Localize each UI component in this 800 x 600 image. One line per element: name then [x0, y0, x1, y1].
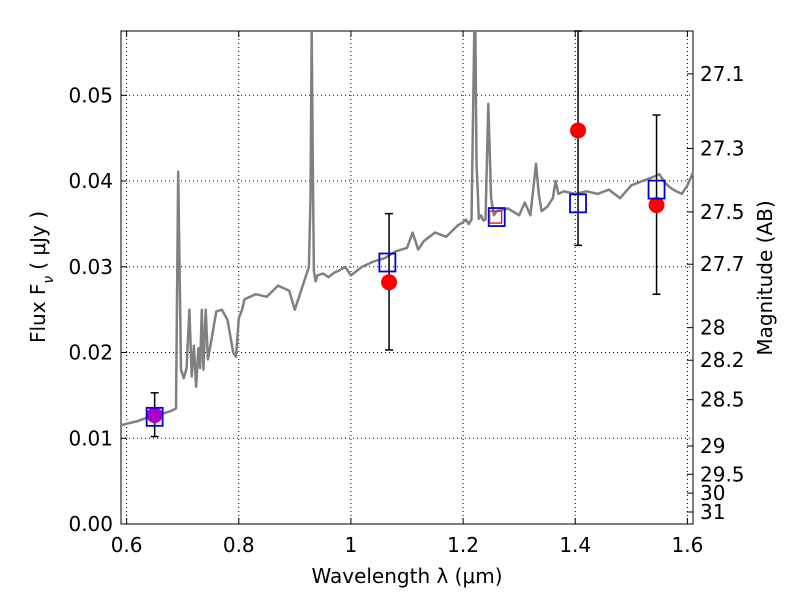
x-tick-label: 0.6: [111, 533, 143, 557]
magnitude-tick-label: 28: [700, 316, 725, 340]
x-axis-ticks: 0.6 0.8 1 1.2 1.4 1.6: [111, 31, 703, 557]
svg-text:Magnitude (AB): Magnitude (AB): [753, 200, 777, 355]
x-tick-label: 0.8: [223, 533, 255, 557]
y-tick-label: 0.05: [68, 83, 113, 107]
y2-axis-title: Magnitude (AB): [753, 200, 777, 355]
magnitude-tick-label: 28.5: [700, 388, 745, 412]
magnitude-tick-label: 27.1: [700, 62, 745, 86]
y-axis-title-main: Flux F: [26, 284, 50, 343]
svg-text:Flux Fν( μJy ): Flux Fν ( μJy ): [26, 211, 57, 343]
magnitude-tick-label: 27.7: [700, 252, 745, 276]
y-axis-ticks: 0.00 0.01 0.02 0.03 0.04 0.05: [68, 83, 127, 536]
x-tick-label: 1.4: [559, 533, 591, 557]
series-layer: [120, 29, 695, 438]
plot-area-frame: [120, 30, 694, 525]
observed-point: [146, 407, 163, 424]
magnitude-tick-label: 29.5: [700, 462, 745, 486]
y-tick-label: 0.02: [68, 341, 113, 365]
observed-point: [570, 122, 587, 139]
model-point-square: [145, 406, 164, 427]
magnitude-tick-label: 30: [700, 481, 725, 505]
magnitude-tick-label: 27.5: [700, 200, 745, 224]
grid-lines: [121, 31, 693, 525]
x-tick-label: 1: [345, 533, 358, 557]
x-tick-label: 1.2: [447, 533, 479, 557]
model-spectrum-line: [120, 29, 695, 427]
y-tick-label: 0.03: [68, 255, 113, 279]
observed-point: [381, 274, 398, 291]
magnitude-tick-label: 29: [700, 434, 725, 458]
y-axis-title-sub: ν: [41, 276, 57, 284]
magnitude-tick-label: 31: [700, 500, 725, 524]
y-tick-label: 0.00: [68, 512, 113, 536]
magnitude-tick-label: 28.2: [700, 348, 745, 372]
magnitude-tick-label: 27.3: [700, 136, 745, 160]
y-tick-label: 0.04: [68, 169, 113, 193]
y-axis-title-unit: ( μJy ): [26, 211, 50, 270]
x-tick-label: 1.6: [671, 533, 703, 557]
y-tick-label: 0.01: [68, 426, 113, 450]
model-point-square: [647, 179, 666, 200]
plot-frame: [120, 30, 694, 525]
model-point-small-square: [488, 210, 503, 224]
model-point-square: [487, 207, 506, 227]
x-axis-title: Wavelength λ (μm): [311, 564, 502, 588]
y-axis-title: Flux Fν ( μJy ): [26, 211, 57, 343]
model-point-square: [569, 193, 587, 214]
model-point-square: [378, 252, 397, 273]
observed-point: [648, 197, 665, 214]
